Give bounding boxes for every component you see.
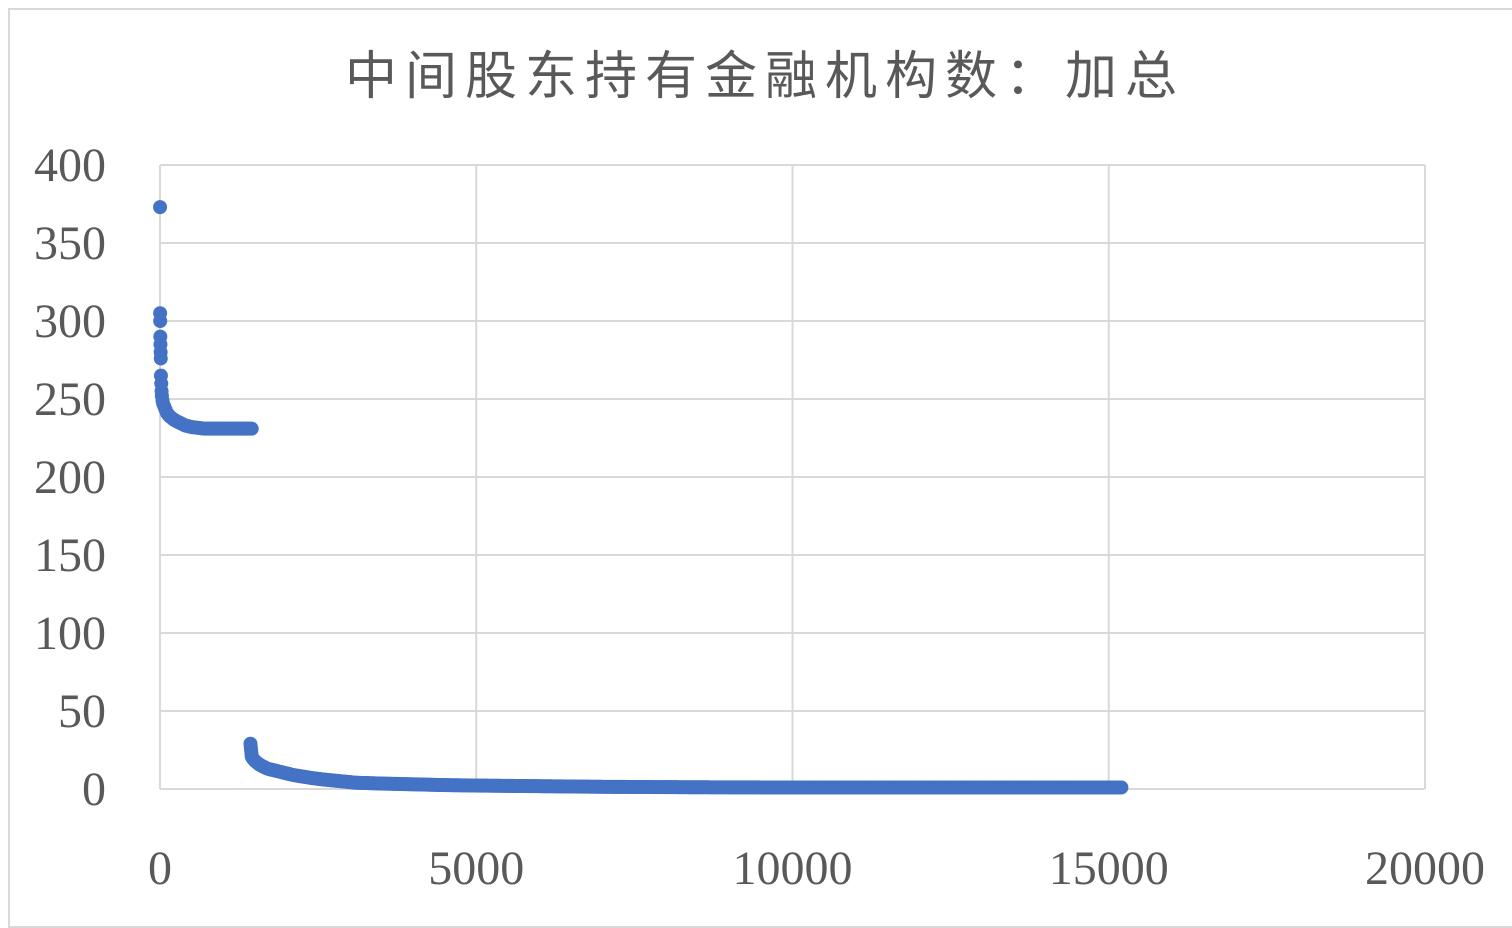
y-tick-label: 300 xyxy=(34,295,106,348)
data-point xyxy=(1112,780,1127,795)
x-tick-label: 10000 xyxy=(733,842,853,895)
y-tick-label: 50 xyxy=(58,685,106,738)
y-tick-label: 350 xyxy=(34,217,106,270)
x-tick-label: 15000 xyxy=(1049,842,1169,895)
chart-title: 中间股东持有金融机构数：加总 xyxy=(344,47,1185,107)
y-axis-ticks: 0 50 100 150 200 250 300 350 400 xyxy=(34,139,106,816)
gridlines xyxy=(159,164,1426,790)
x-tick-label: 5000 xyxy=(428,842,524,895)
y-tick-label: 0 xyxy=(82,763,106,816)
y-tick-label: 150 xyxy=(34,529,106,582)
data-points xyxy=(153,200,1129,795)
x-tick-label: 20000 xyxy=(1365,842,1485,895)
x-tick-label: 0 xyxy=(148,842,172,895)
data-point xyxy=(153,351,168,366)
data-point xyxy=(243,421,258,436)
y-tick-label: 400 xyxy=(34,139,106,192)
y-tick-label: 100 xyxy=(34,607,106,660)
data-point xyxy=(153,314,168,328)
data-point xyxy=(153,200,168,215)
y-tick-label: 200 xyxy=(34,451,106,504)
y-tick-label: 250 xyxy=(34,373,106,426)
x-axis-ticks: 0 5000 10000 15000 20000 xyxy=(148,842,1485,895)
